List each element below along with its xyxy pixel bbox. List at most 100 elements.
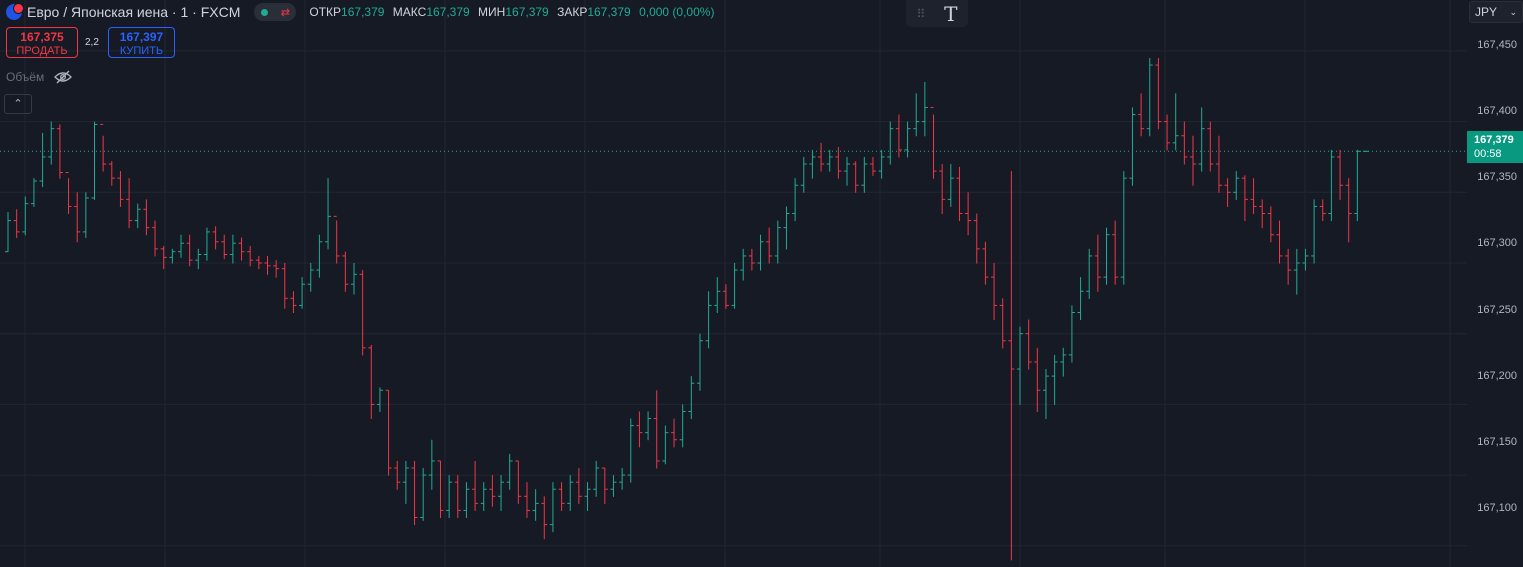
ohlc-bar xyxy=(1051,354,1058,405)
ohlc-bar xyxy=(325,178,332,250)
close-value: 167,379 xyxy=(587,5,631,19)
price-tick: 167,200 xyxy=(1477,370,1517,382)
ohlc-bar xyxy=(368,345,375,420)
ohlc-bar xyxy=(523,482,530,519)
ohlc-bar xyxy=(714,277,721,313)
ohlc-bar xyxy=(350,262,357,295)
sell-label: ПРОДАТЬ xyxy=(16,45,68,57)
ohlc-bar xyxy=(705,291,712,349)
ohlc-bar xyxy=(1129,107,1136,186)
ohlc-bar xyxy=(1233,171,1240,200)
ohlc-bar xyxy=(515,460,522,504)
ohlc-bar xyxy=(921,82,928,137)
buy-button[interactable]: 167,397 КУПИТЬ xyxy=(108,27,175,58)
ohlc-bar xyxy=(1311,199,1318,264)
ohlc-bar xyxy=(965,192,972,236)
ohlc-bar xyxy=(904,121,911,158)
ohlc-bar xyxy=(549,482,556,533)
ohlc-bar xyxy=(316,234,323,278)
ohlc-bar xyxy=(117,171,124,207)
ohlc-bar xyxy=(463,482,470,519)
ohlc-bar xyxy=(722,284,729,309)
ohlc-bar xyxy=(567,475,574,511)
open-value: 167,379 xyxy=(341,5,385,19)
ohlc-bar xyxy=(740,248,747,281)
ohlc-bar xyxy=(74,192,81,243)
chevron-up-icon[interactable]: ⌃ xyxy=(4,94,32,114)
ohlc-bar xyxy=(1224,178,1231,207)
price-chart[interactable] xyxy=(0,0,1467,567)
ohlc-bar xyxy=(1207,121,1214,172)
change-value: 0,000 (0,00%) xyxy=(639,5,715,19)
ohlc-bar xyxy=(1328,149,1335,222)
ohlc-bar xyxy=(982,241,989,285)
ohlc-bar xyxy=(1017,326,1024,405)
ohlc-bar xyxy=(82,192,89,239)
ohlc-bar xyxy=(376,387,383,412)
chart-header: Евро / Японская иена · 1 · FXCM ⇄ ОТКР16… xyxy=(0,0,719,24)
volume-label: Объём xyxy=(6,70,45,84)
ohlc-bar xyxy=(1172,93,1179,151)
ohlc-bar xyxy=(1215,135,1222,193)
currency-selector[interactable]: JPY ⌄ xyxy=(1469,1,1523,23)
ohlc-bar xyxy=(679,404,686,448)
ohlc-bar xyxy=(281,262,288,309)
sell-price: 167,375 xyxy=(20,30,64,44)
ohlc-bar xyxy=(610,475,617,497)
ohlc-bar xyxy=(1181,121,1188,165)
ohlc-bar xyxy=(177,234,184,258)
ohlc-bar xyxy=(1198,107,1205,172)
drawing-toolbar: ⠿ T xyxy=(906,0,968,27)
ohlc-bar xyxy=(653,390,660,469)
drag-handle-icon[interactable]: ⠿ xyxy=(916,6,925,21)
ohlc-bar xyxy=(1146,57,1153,137)
ohlc-bar xyxy=(688,376,695,420)
ohlc-bar xyxy=(342,251,349,292)
logo-icon xyxy=(6,3,24,20)
market-status[interactable]: ⇄ xyxy=(254,3,297,21)
ohlc-bar xyxy=(1138,93,1145,137)
ohlc-bar xyxy=(1276,220,1283,264)
ohlc-bar xyxy=(852,161,859,193)
sell-button[interactable]: 167,375 ПРОДАТЬ xyxy=(6,27,78,58)
current-price-value: 167,379 xyxy=(1474,134,1514,146)
current-price-label: 167,379 00:58 xyxy=(1467,131,1523,163)
ohlc-bar xyxy=(991,262,998,321)
ohlc-bar xyxy=(420,468,427,521)
ohlc-bar xyxy=(861,156,868,193)
ohlc-bar xyxy=(930,106,937,179)
ohlc-bar xyxy=(731,262,738,309)
ohlc-bar xyxy=(818,142,825,172)
symbol-title[interactable]: Евро / Японская иена · 1 · FXCM xyxy=(27,4,241,20)
ohlc-bar xyxy=(160,246,167,270)
ohlc-bar xyxy=(169,248,176,264)
ohlc-bar xyxy=(584,482,591,511)
ohlc-bar xyxy=(541,496,548,540)
ohlc-bar xyxy=(999,298,1006,349)
ohlc-bar xyxy=(428,439,435,490)
high-label: МАКС xyxy=(392,5,427,19)
ohlc-bar xyxy=(1302,248,1309,271)
ohlc-bar xyxy=(1008,171,1015,561)
ohlc-bar xyxy=(696,333,703,391)
ohlc-bar xyxy=(5,212,11,253)
ohlc-bar xyxy=(1025,319,1032,370)
ohlc-bar xyxy=(1164,114,1171,151)
volume-indicator[interactable]: Объём xyxy=(6,70,73,84)
ohlc-bar xyxy=(221,234,228,260)
ohlc-bar xyxy=(1060,347,1067,377)
ohlc-bar xyxy=(800,156,807,193)
text-tool-icon[interactable]: T xyxy=(944,1,958,26)
ohlc-bar xyxy=(1363,150,1369,152)
ohlc-bar xyxy=(1241,175,1248,222)
open-label: ОТКР xyxy=(309,5,342,19)
ohlc-bar xyxy=(662,425,669,465)
ohlc-bar xyxy=(1103,227,1110,285)
eye-off-icon[interactable] xyxy=(54,70,73,84)
ohlc-bar xyxy=(143,199,150,236)
price-axis[interactable]: 167,450 167,400 167,350 167,300 167,250 … xyxy=(1467,0,1523,567)
ohlc-bar xyxy=(766,227,773,264)
ohlc-bar xyxy=(973,213,980,264)
ohlc-bar xyxy=(212,226,219,250)
ohlc-bar xyxy=(1094,234,1101,292)
